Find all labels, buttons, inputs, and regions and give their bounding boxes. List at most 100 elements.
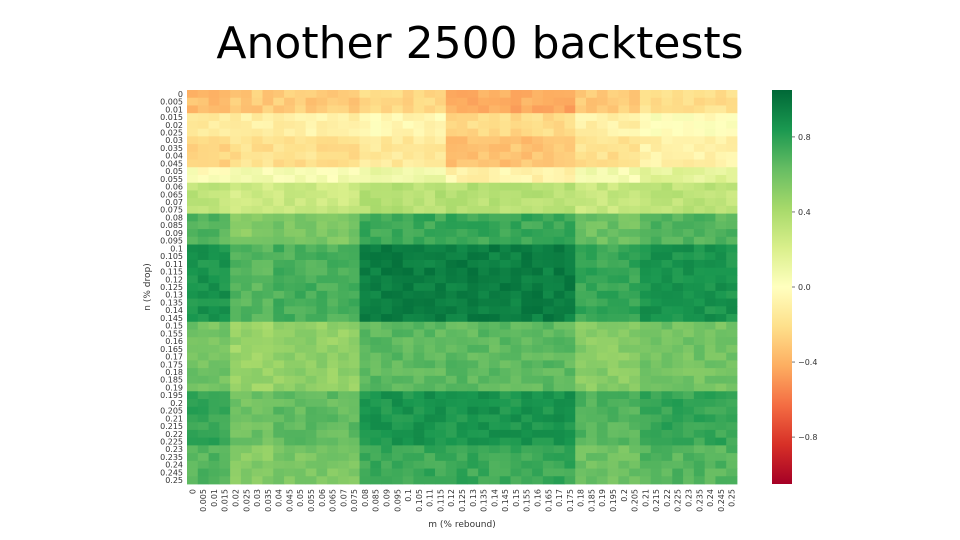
- heatmap-cell: [208, 468, 220, 477]
- heatmap-cell: [305, 105, 317, 114]
- heatmap-cell: [219, 236, 231, 245]
- heatmap-cell: [661, 159, 673, 168]
- heatmap-cell: [240, 383, 253, 392]
- heatmap-cell: [273, 329, 285, 338]
- heatmap-cell: [240, 283, 253, 292]
- heatmap-cell: [391, 453, 404, 462]
- heatmap-cell: [467, 445, 479, 454]
- heatmap-cell: [402, 460, 414, 469]
- heatmap-cell: [370, 136, 382, 145]
- heatmap-cell: [456, 236, 468, 245]
- heatmap-cell: [607, 329, 619, 338]
- heatmap-cell: [402, 360, 414, 369]
- heatmap-cell: [284, 105, 296, 114]
- heatmap-cell: [445, 453, 457, 462]
- heatmap-cell: [478, 236, 490, 245]
- heatmap-cell: [359, 422, 371, 431]
- heatmap-cell: [726, 90, 738, 99]
- heatmap-cell: [715, 298, 727, 307]
- heatmap-cell: [359, 128, 371, 137]
- heatmap-cell: [553, 406, 565, 415]
- heatmap-cell: [639, 259, 652, 269]
- heatmap-cell: [596, 321, 608, 330]
- heatmap-cell: [542, 391, 555, 400]
- heatmap-cell: [661, 383, 673, 392]
- heatmap-cell: [402, 252, 414, 261]
- heatmap-cell: [510, 267, 522, 276]
- heatmap-cell: [586, 453, 598, 462]
- heatmap-cell: [262, 391, 274, 400]
- heatmap-cell: [413, 344, 425, 354]
- heatmap-cell: [251, 159, 263, 168]
- heatmap-cell: [391, 151, 404, 160]
- heatmap-cell: [639, 399, 652, 408]
- heatmap-cell: [456, 445, 468, 454]
- heatmap-cell: [230, 298, 242, 307]
- heatmap-cell: [726, 437, 738, 446]
- heatmap-cell: [391, 306, 404, 315]
- heatmap-cell: [683, 453, 695, 462]
- heatmap-cell: [424, 113, 436, 122]
- y-tick-labels: 00.0050.010.0150.020.0250.030.0350.040.0…: [160, 90, 183, 485]
- heatmap-cell: [197, 399, 209, 408]
- heatmap-cell: [607, 113, 619, 122]
- heatmap-cell: [251, 391, 263, 400]
- heatmap-cell: [381, 136, 393, 145]
- heatmap-cell: [618, 476, 630, 485]
- heatmap-cell: [521, 476, 533, 485]
- y-tick-label: 0.135: [160, 298, 183, 307]
- heatmap-cell: [424, 321, 436, 330]
- heatmap-cell: [197, 468, 209, 477]
- heatmap-cell: [639, 236, 652, 245]
- heatmap-cell: [488, 252, 501, 261]
- heatmap-cell: [381, 120, 393, 130]
- heatmap-cell: [542, 476, 555, 485]
- heatmap-cell: [542, 120, 555, 130]
- heatmap-cell: [467, 105, 479, 114]
- heatmap-cell: [693, 229, 706, 238]
- heatmap-cell: [715, 120, 727, 130]
- heatmap-cell: [618, 368, 630, 377]
- heatmap-cell: [187, 453, 199, 462]
- heatmap-cell: [251, 445, 263, 454]
- heatmap-cell: [381, 352, 393, 361]
- heatmap-cell: [650, 445, 662, 454]
- heatmap-cell: [510, 453, 522, 462]
- heatmap-cell: [359, 182, 371, 191]
- heatmap-cell: [488, 190, 501, 199]
- heatmap-cell: [693, 290, 706, 299]
- heatmap-cell: [337, 375, 350, 384]
- heatmap-cell: [683, 136, 695, 145]
- heatmap-cell: [542, 144, 555, 153]
- heatmap-cell: [327, 198, 339, 207]
- heatmap-cell: [251, 90, 263, 99]
- heatmap-cell: [316, 368, 328, 377]
- heatmap-cell: [262, 151, 274, 160]
- heatmap-cell: [499, 360, 511, 369]
- heatmap-cell: [219, 329, 231, 338]
- heatmap-cell: [413, 128, 425, 137]
- heatmap-cell: [672, 383, 684, 392]
- x-tick-label: 0.15: [512, 489, 521, 507]
- heatmap-cell: [305, 329, 317, 338]
- x-tick-label: 0.04: [275, 489, 284, 507]
- heatmap-cell: [532, 252, 544, 261]
- heatmap-cell: [327, 391, 339, 400]
- heatmap-cell: [208, 429, 220, 439]
- heatmap-cell: [370, 321, 382, 330]
- heatmap-cell: [284, 406, 296, 415]
- heatmap-cell: [391, 476, 404, 485]
- heatmap-cell: [240, 174, 253, 184]
- heatmap-cell: [262, 314, 274, 323]
- heatmap-cell: [381, 368, 393, 377]
- heatmap-cell: [456, 368, 468, 377]
- heatmap-cell: [553, 321, 565, 330]
- heatmap-cell: [381, 437, 393, 446]
- heatmap-cell: [262, 360, 274, 369]
- heatmap-cell: [197, 97, 209, 106]
- x-tick-label: 0.12: [447, 489, 456, 507]
- heatmap-cell: [478, 476, 490, 485]
- heatmap-cell: [715, 182, 727, 191]
- heatmap-cell: [240, 221, 253, 230]
- heatmap-cell: [337, 352, 350, 361]
